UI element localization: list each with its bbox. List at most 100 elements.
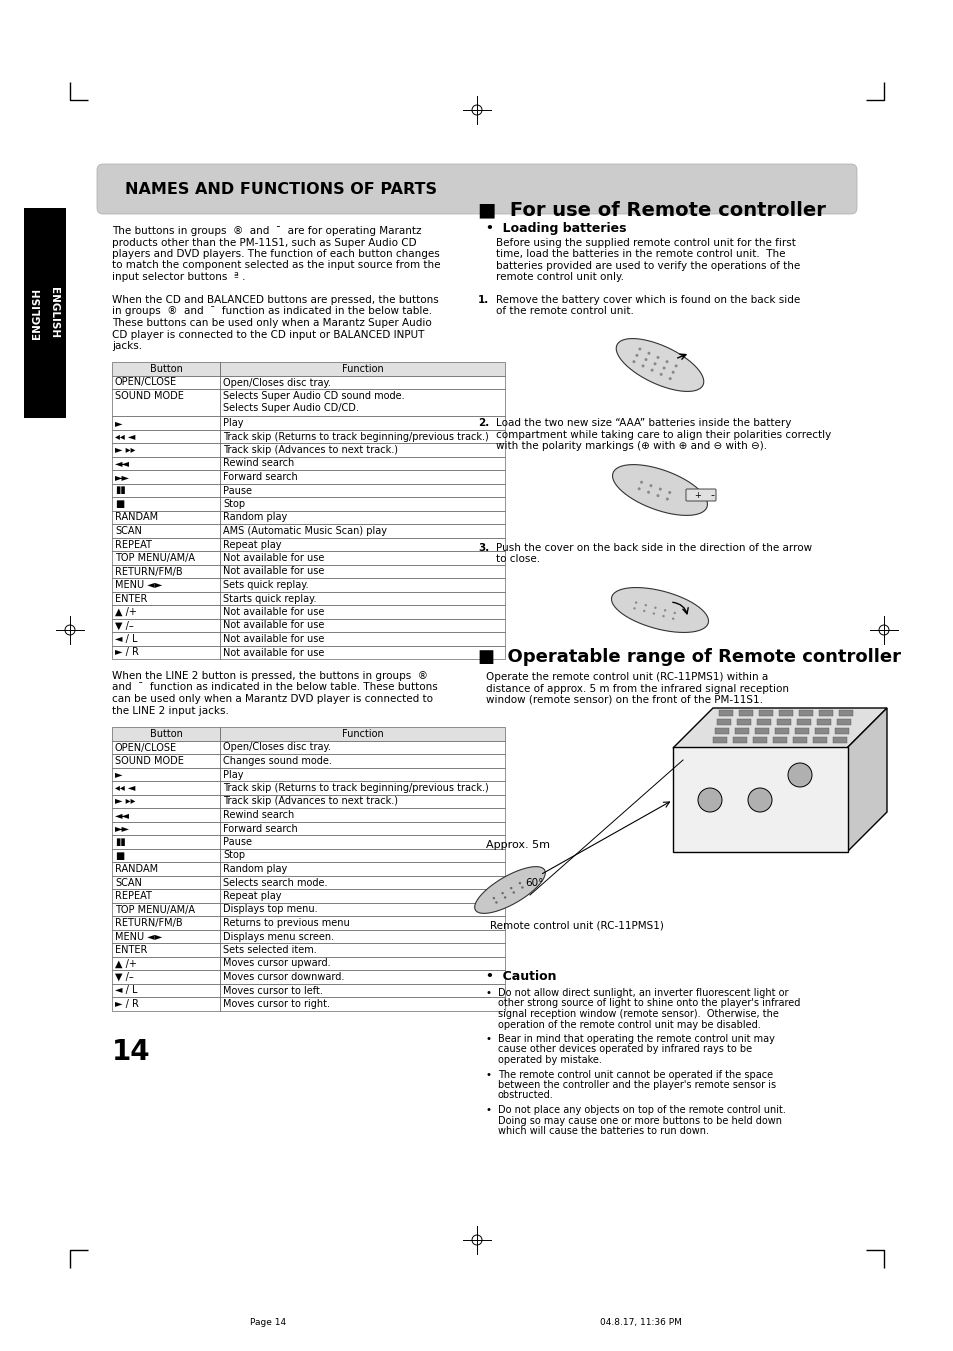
Text: Track skip (Returns to track beginning/previous track.): Track skip (Returns to track beginning/p… — [223, 784, 488, 793]
Circle shape — [673, 612, 676, 615]
Bar — [220, 605, 504, 619]
Text: ◄ / L: ◄ / L — [115, 985, 137, 996]
Text: ENTER: ENTER — [115, 593, 147, 604]
Text: Page 14: Page 14 — [250, 1319, 286, 1327]
Bar — [772, 738, 786, 743]
Circle shape — [659, 373, 662, 376]
Bar — [779, 711, 792, 716]
Text: •  Caution: • Caution — [485, 970, 556, 984]
Text: input selector buttons  ª .: input selector buttons ª . — [112, 272, 245, 282]
Bar — [220, 740, 504, 754]
Bar — [112, 984, 220, 997]
Text: Remove the battery cover which is found on the back side: Remove the battery cover which is found … — [496, 295, 800, 305]
Bar — [112, 754, 220, 767]
Bar — [717, 719, 730, 725]
Text: Track skip (Returns to track beginning/previous track.): Track skip (Returns to track beginning/p… — [223, 431, 488, 442]
Text: Displays menu screen.: Displays menu screen. — [223, 931, 334, 942]
Text: Not available for use: Not available for use — [223, 553, 324, 563]
Text: ■: ■ — [115, 499, 124, 509]
Text: Repeat play: Repeat play — [223, 539, 281, 550]
Text: Displays top menu.: Displays top menu. — [223, 905, 317, 915]
Circle shape — [650, 369, 653, 372]
Circle shape — [632, 361, 635, 363]
Circle shape — [652, 612, 655, 615]
Bar — [220, 632, 504, 646]
Bar — [834, 728, 848, 734]
Bar — [112, 443, 220, 457]
Text: When the CD and BALANCED buttons are pressed, the buttons: When the CD and BALANCED buttons are pre… — [112, 295, 438, 305]
Text: 60°: 60° — [524, 878, 543, 888]
Text: ENTER: ENTER — [115, 944, 147, 955]
Text: -: - — [709, 490, 713, 500]
Text: RANDAM: RANDAM — [115, 865, 158, 874]
Bar — [112, 997, 220, 1011]
Text: Moves cursor upward.: Moves cursor upward. — [223, 958, 331, 969]
FancyBboxPatch shape — [685, 489, 716, 501]
Circle shape — [635, 354, 638, 357]
Bar — [220, 497, 504, 511]
Bar — [220, 997, 504, 1011]
Circle shape — [671, 370, 674, 374]
FancyBboxPatch shape — [97, 163, 856, 213]
Text: Moves cursor to left.: Moves cursor to left. — [223, 985, 322, 996]
Text: +: + — [694, 490, 700, 500]
Bar — [112, 578, 220, 592]
Text: The remote control unit cannot be operated if the space: The remote control unit cannot be operat… — [497, 1070, 772, 1079]
Bar — [759, 711, 772, 716]
Text: Play: Play — [223, 417, 243, 428]
Text: ► ▸▸: ► ▸▸ — [115, 444, 135, 455]
Text: AMS (Automatic Music Scan) play: AMS (Automatic Music Scan) play — [223, 526, 387, 536]
Bar — [818, 711, 832, 716]
Text: ►►: ►► — [115, 824, 130, 834]
Circle shape — [747, 788, 771, 812]
Circle shape — [654, 607, 656, 609]
Bar — [220, 646, 504, 659]
Text: players and DVD players. The function of each button changes: players and DVD players. The function of… — [112, 249, 439, 259]
Bar — [112, 875, 220, 889]
Polygon shape — [475, 866, 545, 913]
Text: TOP MENU/AM/A: TOP MENU/AM/A — [115, 553, 194, 563]
Text: •: • — [485, 988, 492, 998]
Text: 2.: 2. — [477, 417, 489, 428]
Bar — [220, 727, 504, 740]
Bar — [112, 916, 220, 929]
Bar — [672, 747, 847, 852]
Bar — [220, 416, 504, 430]
Text: window (remote sensor) on the front of the PM-11S1.: window (remote sensor) on the front of t… — [485, 694, 762, 705]
Text: 1.: 1. — [477, 295, 489, 305]
Text: obstructed.: obstructed. — [497, 1090, 553, 1101]
Text: Open/Closes disc tray.: Open/Closes disc tray. — [223, 743, 331, 753]
Bar — [220, 835, 504, 848]
Text: Do not place any objects on top of the remote control unit.: Do not place any objects on top of the r… — [497, 1105, 785, 1115]
Text: Push the cover on the back side in the direction of the arrow: Push the cover on the back side in the d… — [496, 543, 811, 553]
Text: ► ▸▸: ► ▸▸ — [115, 797, 135, 807]
Bar — [112, 416, 220, 430]
Bar — [112, 457, 220, 470]
Bar — [732, 738, 746, 743]
Bar — [796, 719, 810, 725]
Bar — [794, 728, 808, 734]
Bar — [752, 738, 766, 743]
Bar — [719, 711, 732, 716]
Text: can be used only when a Marantz DVD player is connected to: can be used only when a Marantz DVD play… — [112, 694, 433, 704]
Text: ▲ /+: ▲ /+ — [115, 607, 136, 617]
Text: Sets selected item.: Sets selected item. — [223, 944, 316, 955]
Bar — [112, 740, 220, 754]
Bar — [112, 808, 220, 821]
Bar — [832, 738, 846, 743]
Text: Moves cursor to right.: Moves cursor to right. — [223, 998, 330, 1009]
Circle shape — [492, 897, 495, 900]
Bar — [112, 430, 220, 443]
Bar — [734, 728, 748, 734]
Text: distance of approx. 5 m from the infrared signal reception: distance of approx. 5 m from the infrare… — [485, 684, 788, 693]
Text: 3.: 3. — [477, 543, 489, 553]
Bar — [112, 889, 220, 902]
Bar — [220, 430, 504, 443]
Text: TOP MENU/AM/A: TOP MENU/AM/A — [115, 905, 194, 915]
Bar — [112, 848, 220, 862]
Text: ► / R: ► / R — [115, 647, 139, 658]
Text: between the controller and the player's remote sensor is: between the controller and the player's … — [497, 1079, 776, 1090]
Bar — [112, 511, 220, 524]
Text: compartment while taking care to align their polarities correctly: compartment while taking care to align t… — [496, 430, 830, 439]
Circle shape — [649, 484, 652, 488]
